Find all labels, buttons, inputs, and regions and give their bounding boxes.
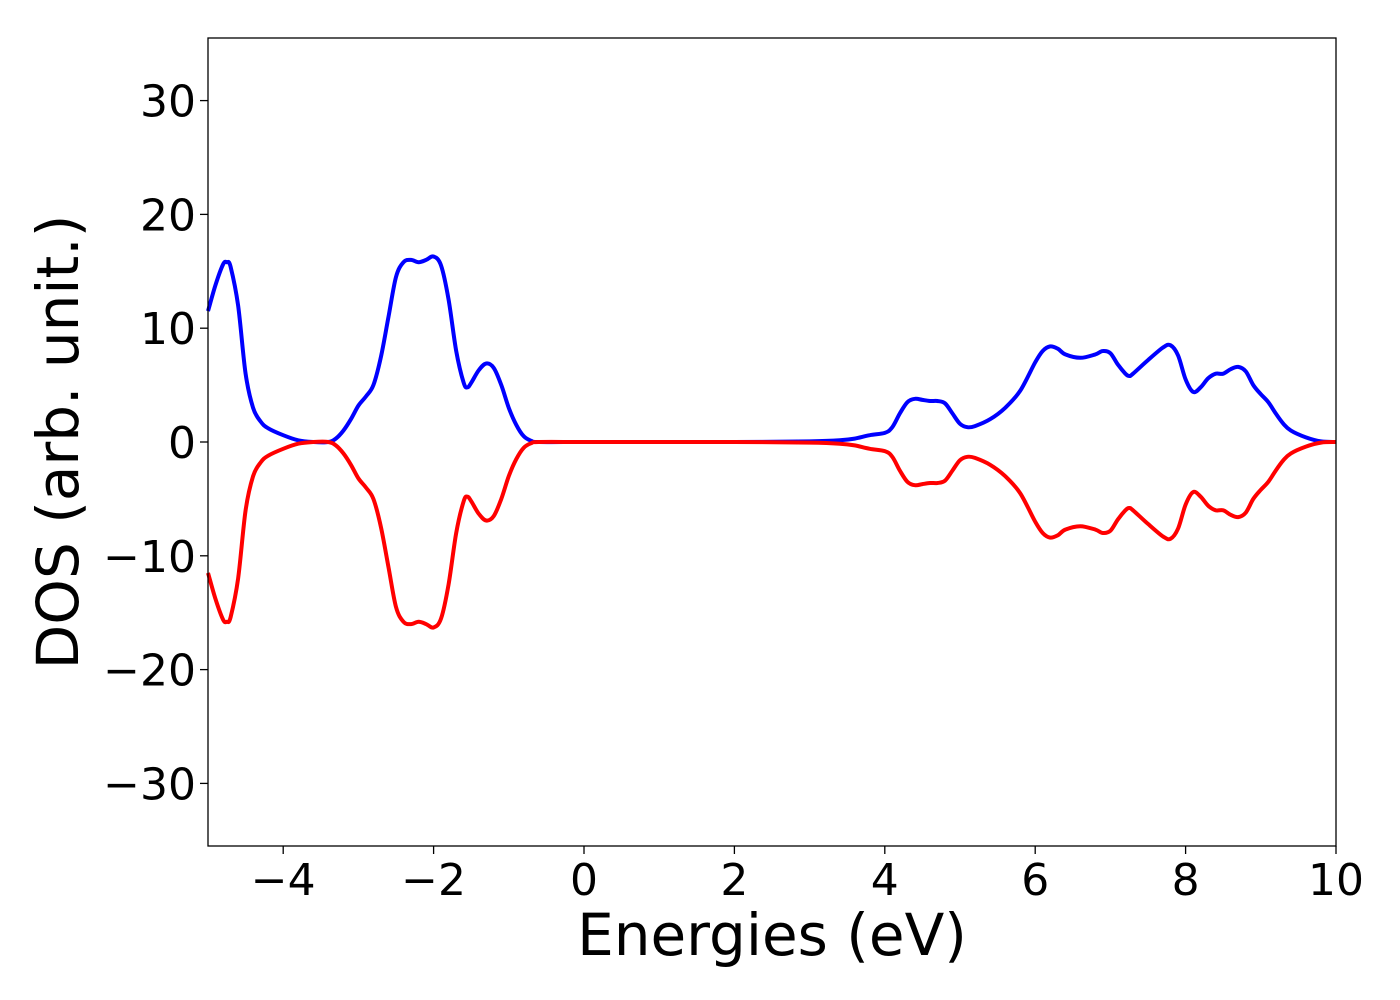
series-line-blue [206,254,1337,445]
x-axis-title: Energies (eV) [577,901,967,969]
y-tick-label: −20 [103,646,196,697]
x-tick-label: −2 [401,855,466,906]
x-tick-label: 4 [871,855,899,906]
y-tick-label: 20 [140,190,196,241]
x-tick-label: 0 [570,855,598,906]
x-tick-label: 10 [1308,855,1364,906]
x-tick-label: 2 [720,855,748,906]
y-tick-label: −30 [103,759,196,810]
x-axis-ticks: −4 −2 0 2 4 6 8 10 [251,846,1364,906]
y-tick-label: 10 [140,304,196,355]
y-tick-label: −10 [103,532,196,583]
x-tick-label: −4 [251,855,316,906]
x-tick-label: 8 [1172,855,1200,906]
y-axis-ticks: 30 20 10 0 −10 −20 −30 [103,77,208,810]
series-layer [206,254,1337,630]
y-tick-label: 0 [168,418,196,469]
y-axis-title: DOS (arb. unit.) [24,215,92,670]
series-line-red [206,439,1337,630]
x-tick-label: 6 [1021,855,1049,906]
y-tick-label: 30 [140,77,196,128]
